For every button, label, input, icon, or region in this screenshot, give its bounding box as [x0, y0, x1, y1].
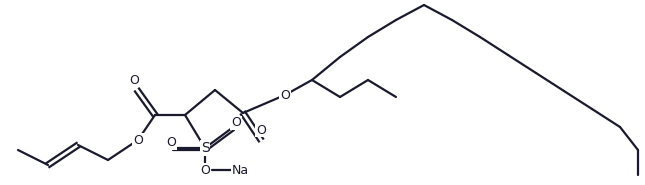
Text: O: O [129, 73, 139, 87]
Text: O: O [133, 134, 143, 147]
Text: Na: Na [232, 164, 248, 176]
Text: O: O [231, 117, 241, 130]
Text: O: O [200, 164, 210, 176]
Text: O: O [280, 88, 290, 102]
Text: S: S [201, 141, 210, 155]
Text: O: O [166, 137, 176, 149]
Text: O: O [256, 124, 266, 137]
